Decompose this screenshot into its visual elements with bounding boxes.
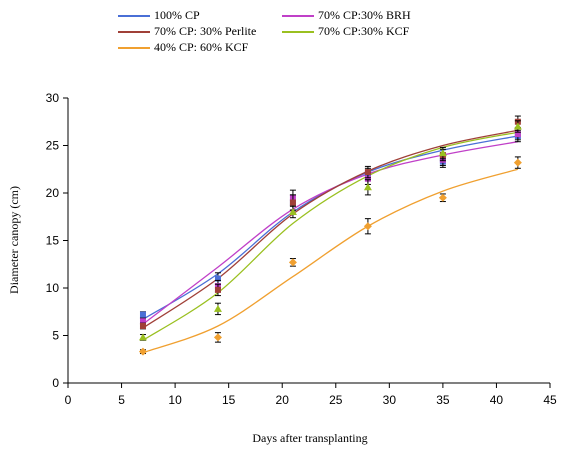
data-point [364, 169, 371, 176]
data-point [214, 286, 221, 293]
x-axis-title: Days after transplanting [252, 431, 367, 445]
axes: 0 5 10 15 20 25 30 35 40 45 0 5 10 15 20 25 30 [46, 91, 557, 407]
x-tick-label: 5 [118, 393, 125, 407]
legend-item-kcf-60: 40% CP: 60% KCF [118, 40, 248, 55]
data-point [289, 199, 296, 206]
x-tick-label: 45 [543, 393, 557, 407]
y-tick-label: 25 [46, 139, 60, 153]
legend-label: 70% CP:30% BRH [318, 8, 411, 22]
legend-item-kcf-30: 70% CP:30% KCF [282, 24, 409, 39]
data-point [139, 311, 146, 318]
y-tick-label: 15 [46, 234, 60, 248]
data-point [138, 333, 147, 341]
legend-item-100-cp: 100% CP [118, 8, 200, 23]
data-point [363, 183, 372, 191]
legend-item-brh: 70% CP:30% BRH [282, 8, 411, 23]
fit-curve [142, 168, 519, 354]
fit-curve [142, 129, 518, 329]
data-point [513, 158, 522, 167]
fit-curve [142, 141, 518, 325]
legend-label: 40% CP: 60% KCF [154, 40, 249, 54]
data-point [514, 131, 521, 138]
y-tick-label: 30 [46, 91, 60, 105]
data-point [139, 318, 146, 325]
legend-swatch [282, 30, 314, 33]
x-tick-label: 30 [383, 393, 397, 407]
data-point [214, 275, 221, 282]
x-tick-label: 20 [276, 393, 290, 407]
x-tick-label: 10 [168, 393, 182, 407]
legend-swatch [118, 46, 150, 49]
x-tick-label: 40 [490, 393, 504, 407]
legend-label: 70% CP: 30% Perlite [154, 24, 257, 38]
x-tick-label: 0 [65, 393, 72, 407]
data-points [138, 115, 522, 356]
data-point [438, 193, 447, 202]
fit-curves [142, 129, 519, 354]
data-point [288, 258, 297, 267]
y-axis-title: Diameter canopy (cm) [7, 186, 21, 294]
x-tick-label: 35 [436, 393, 450, 407]
y-tick-label: 0 [52, 376, 59, 390]
data-point [288, 208, 297, 215]
data-point [213, 304, 222, 312]
data-point [513, 122, 522, 130]
y-tick-label: 10 [46, 281, 60, 295]
data-point [213, 333, 222, 342]
legend-item-perlite: 70% CP: 30% Perlite [118, 24, 256, 39]
data-point [138, 347, 147, 356]
legend-label: 100% CP [154, 8, 200, 22]
x-tick-label: 15 [222, 393, 236, 407]
legend-label: 70% CP:30% KCF [318, 24, 410, 38]
fit-curve [142, 131, 518, 341]
y-tick-label: 5 [52, 329, 59, 343]
data-point [363, 222, 372, 231]
x-tick-label: 25 [329, 393, 343, 407]
data-point [364, 175, 371, 182]
legend-swatch [282, 14, 314, 17]
legend-swatch [118, 30, 150, 33]
legend-swatch [118, 14, 150, 17]
data-point [438, 149, 447, 157]
data-point [139, 323, 146, 329]
y-tick-label: 20 [46, 186, 60, 200]
legend: 100% CP 70% CP:30% BRH 70% CP: 30% Perli… [0, 0, 565, 60]
